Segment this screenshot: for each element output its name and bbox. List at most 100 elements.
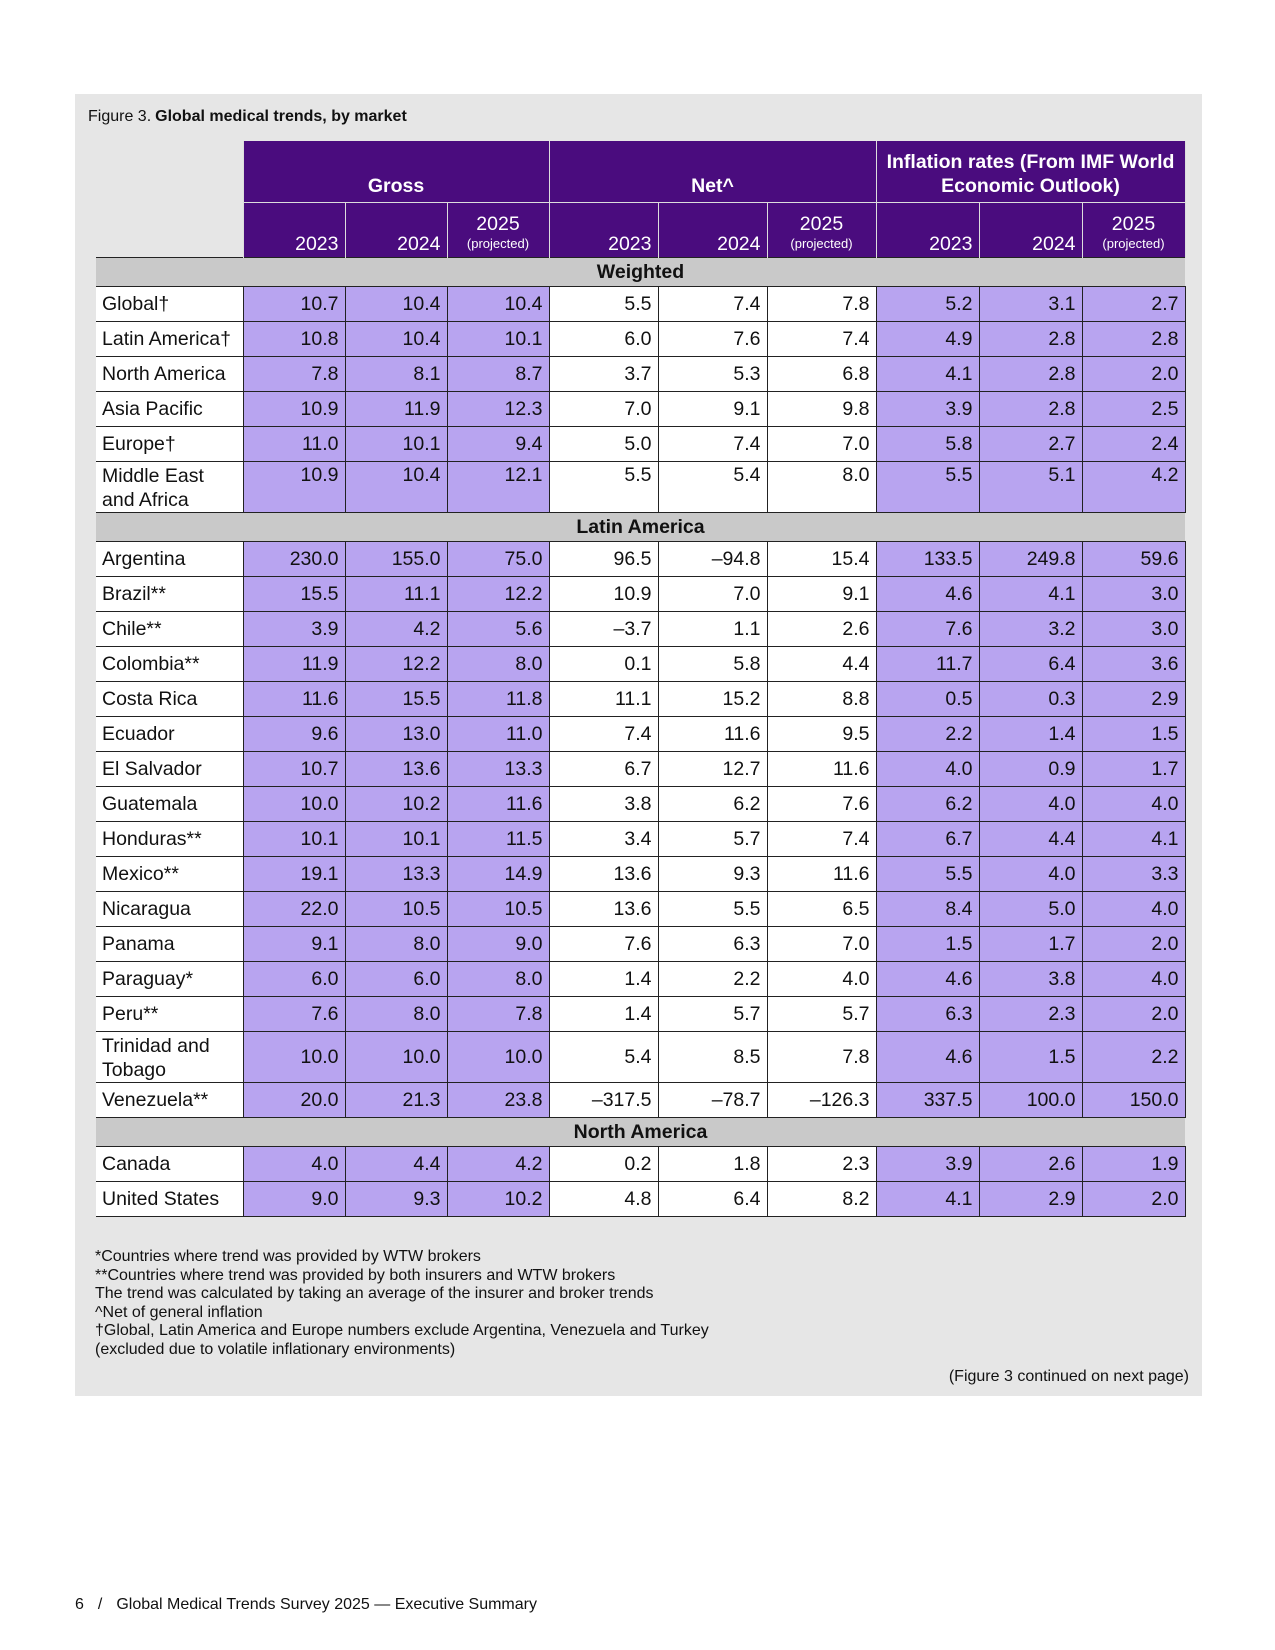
year: 2023	[295, 233, 339, 255]
data-row: Trinidad and Tobago 10.0 10.0 10.0 5.4 8.5 7.8…	[96, 1031, 1186, 1083]
cell-value: 6.4	[978, 646, 1083, 682]
cell-value: 4.1	[875, 356, 980, 392]
cell-value: 2.5	[1081, 391, 1186, 427]
cell-value: 4.2	[446, 1146, 550, 1182]
row-label: Middle East and Africa	[96, 461, 244, 513]
cell-value: 75.0	[446, 541, 550, 577]
year-header: 2025 (projected)	[446, 202, 550, 258]
data-row: Latin America† 10.8 10.4 10.1 6.0 7.6 7.4 4.9 2.…	[96, 321, 1186, 357]
footnote: **Countries where trend was provided by …	[95, 1266, 616, 1284]
cell-value: 4.0	[978, 856, 1083, 892]
cell-value: 5.5	[875, 856, 980, 892]
cell-value: 4.4	[978, 821, 1083, 857]
cell-value: 2.2	[657, 961, 768, 997]
cell-value: 3.6	[1081, 646, 1186, 682]
cell-value: 3.2	[978, 611, 1083, 647]
year-note: (projected)	[466, 236, 530, 251]
cell-value: 10.1	[446, 321, 550, 357]
cell-value: 6.4	[657, 1181, 768, 1217]
cell-value: –94.8	[657, 541, 768, 577]
cell-value: 4.2	[1081, 461, 1186, 513]
cell-value: 10.2	[446, 1181, 550, 1217]
year: 2023	[929, 233, 973, 255]
cell-value: 6.3	[875, 996, 980, 1032]
data-row: Guatemala 10.0 10.2 11.6 3.8 6.2 7.6 6.2 4.0 4.0	[96, 786, 1186, 822]
cell-value: 4.2	[344, 611, 448, 647]
cell-value: 8.0	[344, 996, 448, 1032]
data-row: Argentina 230.0 155.0 75.0 96.5 –94.8 15.4 133.…	[96, 541, 1186, 577]
cell-value: 10.0	[344, 1031, 448, 1083]
section-row: Latin America	[96, 512, 1185, 542]
cell-value: 2.2	[875, 716, 980, 752]
group-header: Inflation rates (From IMF World Economic…	[875, 141, 1186, 203]
cell-value: 11.6	[242, 681, 346, 717]
data-row: Canada 4.0 4.4 4.2 0.2 1.8 2.3 3.9 2.6 1.9	[96, 1146, 1186, 1182]
section-row: Weighted	[96, 257, 1185, 287]
cell-value: 5.7	[657, 996, 768, 1032]
cell-value: 4.0	[1081, 786, 1186, 822]
cell-value: 7.4	[548, 716, 659, 752]
cell-value: 7.0	[657, 576, 768, 612]
cell-value: 5.8	[657, 646, 768, 682]
cell-value: –78.7	[657, 1082, 768, 1118]
data-row: Nicaragua 22.0 10.5 10.5 13.6 5.5 6.5 8.4 5.0 4.0	[96, 891, 1186, 927]
cell-value: 8.0	[446, 961, 550, 997]
cell-value: 2.9	[978, 1181, 1083, 1217]
data-row: Ecuador 9.6 13.0 11.0 7.4 11.6 9.5 2.2 1.4 1.5	[96, 716, 1186, 752]
cell-value: 4.6	[875, 576, 980, 612]
row-label: Europe†	[96, 426, 244, 462]
cell-value: 15.4	[766, 541, 877, 577]
cell-value: 5.4	[548, 1031, 659, 1083]
cell-value: 12.7	[657, 751, 768, 787]
year-header: 2024	[657, 202, 768, 258]
cell-value: 11.1	[548, 681, 659, 717]
year-header: 2023	[548, 202, 659, 258]
row-label: Guatemala	[96, 786, 244, 822]
cell-value: 4.0	[766, 961, 877, 997]
cell-value: 11.6	[766, 751, 877, 787]
cell-value: 8.0	[446, 646, 550, 682]
data-row: Middle East and Africa 10.9 10.4 12.1 5.5 5.4…	[96, 461, 1186, 513]
cell-value: 11.6	[766, 856, 877, 892]
cell-value: 5.5	[548, 286, 659, 322]
cell-value: 2.0	[1081, 356, 1186, 392]
row-label: Argentina	[96, 541, 244, 577]
continued-note: (Figure 3 continued on next page)	[948, 1368, 1189, 1385]
cell-value: 5.0	[548, 426, 659, 462]
cell-value: 1.7	[978, 926, 1083, 962]
cell-value: 23.8	[446, 1082, 550, 1118]
cell-value: 3.9	[875, 391, 980, 427]
year-header: 2024	[344, 202, 448, 258]
year-row: 2023 2024 2025 (projected) 2023 2024 2025 (proj…	[96, 202, 1186, 258]
data-row: Brazil** 15.5 11.1 12.2 10.9 7.0 9.1 4.6 4.1 3.0	[96, 576, 1186, 612]
footnotes: *Countries where trend was provided by W…	[95, 1248, 709, 1359]
cell-value: 20.0	[242, 1082, 346, 1118]
cell-value: 10.9	[242, 461, 346, 513]
cell-value: 337.5	[875, 1082, 980, 1118]
cell-value: 4.4	[766, 646, 877, 682]
cell-value: 15.5	[242, 576, 346, 612]
cell-value: 10.7	[242, 286, 346, 322]
cell-value: 14.9	[446, 856, 550, 892]
row-label: Panama	[96, 926, 244, 962]
year-header: 2025 (projected)	[766, 202, 877, 258]
year: 2023	[608, 233, 652, 255]
cell-value: 11.7	[875, 646, 980, 682]
row-label: Ecuador	[96, 716, 244, 752]
cell-value: 6.2	[875, 786, 980, 822]
row-label: Latin America†	[96, 321, 244, 357]
cell-value: 6.3	[657, 926, 768, 962]
cell-value: 96.5	[548, 541, 659, 577]
cell-value: 7.4	[766, 821, 877, 857]
cell-value: 19.1	[242, 856, 346, 892]
cell-value: 5.0	[978, 891, 1083, 927]
cell-value: 3.7	[548, 356, 659, 392]
cell-value: 5.5	[875, 461, 980, 513]
cell-value: 8.2	[766, 1181, 877, 1217]
cell-value: 0.3	[978, 681, 1083, 717]
cell-value: 9.8	[766, 391, 877, 427]
cell-value: 4.1	[875, 1181, 980, 1217]
cell-value: 11.9	[344, 391, 448, 427]
cell-value: 10.2	[344, 786, 448, 822]
cell-value: 21.3	[344, 1082, 448, 1118]
